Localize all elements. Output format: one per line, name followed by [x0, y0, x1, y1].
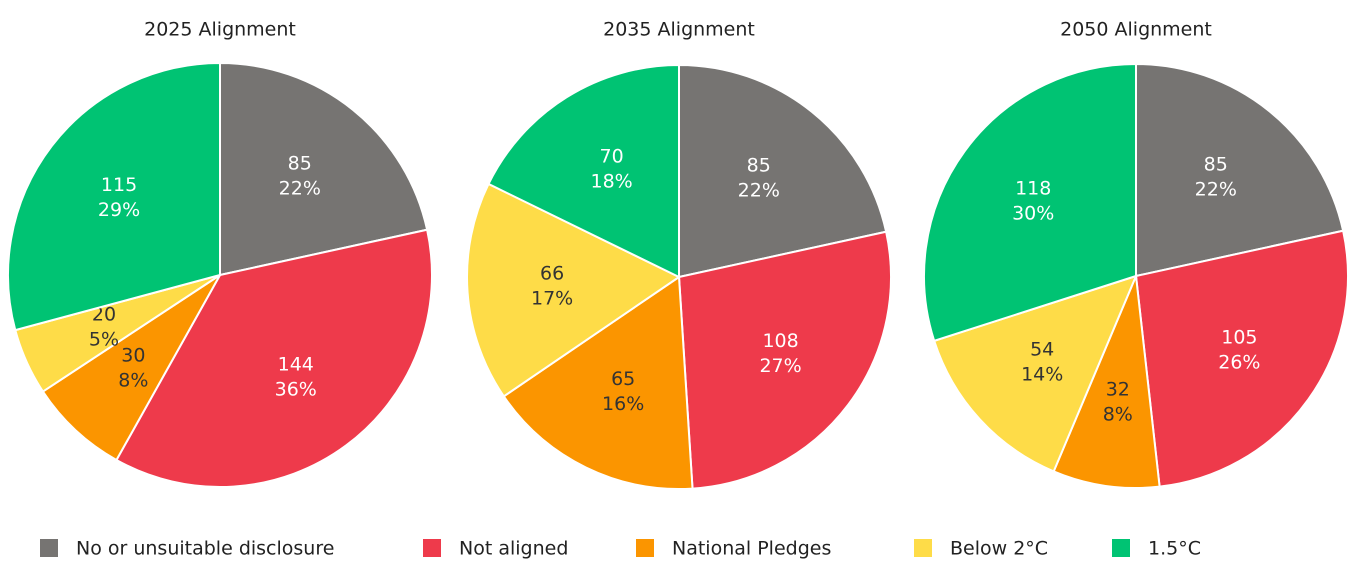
pie-slice — [1135, 62, 1345, 278]
slice-value: 32 — [1106, 378, 1130, 400]
legend-swatch — [423, 539, 441, 557]
slice-percent: 30% — [1012, 203, 1054, 225]
slice-value: 66 — [540, 263, 564, 285]
slice-value: 118 — [1015, 178, 1051, 200]
pie-slice — [678, 63, 888, 279]
slice-percent: 5% — [89, 329, 119, 351]
pie-slice — [115, 228, 433, 488]
pie-slice — [466, 182, 681, 398]
slice-percent: 27% — [759, 355, 801, 377]
slice-percent: 18% — [591, 171, 633, 193]
slice-value: 85 — [747, 154, 771, 176]
slice-value: 115 — [101, 174, 137, 196]
pie-slice — [677, 230, 892, 490]
pie-slice — [41, 274, 221, 462]
pie-slice — [502, 275, 694, 490]
pie-slice — [1052, 272, 1161, 489]
legend-label: Not aligned — [459, 538, 568, 560]
legend-swatch — [914, 539, 932, 557]
slice-value: 108 — [762, 330, 798, 352]
slice-percent: 8% — [118, 370, 148, 392]
slice-value: 85 — [1204, 153, 1228, 175]
legend-label: 1.5°C — [1148, 538, 1201, 560]
slice-percent: 22% — [738, 179, 780, 201]
slice-value: 70 — [600, 146, 624, 168]
slice-percent: 22% — [1195, 178, 1237, 200]
slice-percent: 26% — [1218, 352, 1260, 374]
pie-slice — [923, 62, 1137, 343]
chart-title: 2050 Alignment — [1060, 19, 1212, 41]
legend-label: No or unsuitable disclosure — [76, 538, 334, 560]
pie-slice — [487, 63, 680, 279]
pie-slice — [7, 61, 221, 332]
slice-percent: 22% — [279, 177, 321, 199]
chart-title: 2035 Alignment — [603, 19, 755, 41]
legend-swatch — [636, 539, 654, 557]
slice-percent: 36% — [275, 379, 317, 401]
slice-value: 30 — [121, 345, 145, 367]
slice-value: 105 — [1221, 327, 1257, 349]
slice-percent: 14% — [1021, 363, 1063, 385]
legend-swatch — [40, 539, 58, 557]
pie-slice — [219, 61, 429, 277]
slice-value: 54 — [1030, 338, 1054, 360]
slice-percent: 17% — [531, 288, 573, 310]
slice-value: 85 — [288, 152, 312, 174]
slice-value: 144 — [278, 354, 314, 376]
slice-percent: 8% — [1103, 403, 1133, 425]
chart-title: 2025 Alignment — [144, 19, 296, 41]
slice-percent: 16% — [602, 393, 644, 415]
pie-slice — [1134, 229, 1349, 488]
slice-percent: 29% — [98, 199, 140, 221]
slice-value: 65 — [611, 368, 635, 390]
legend-swatch — [1112, 539, 1130, 557]
legend-label: Below 2°C — [950, 538, 1048, 560]
slice-value: 20 — [92, 304, 116, 326]
legend-label: National Pledges — [672, 538, 831, 560]
